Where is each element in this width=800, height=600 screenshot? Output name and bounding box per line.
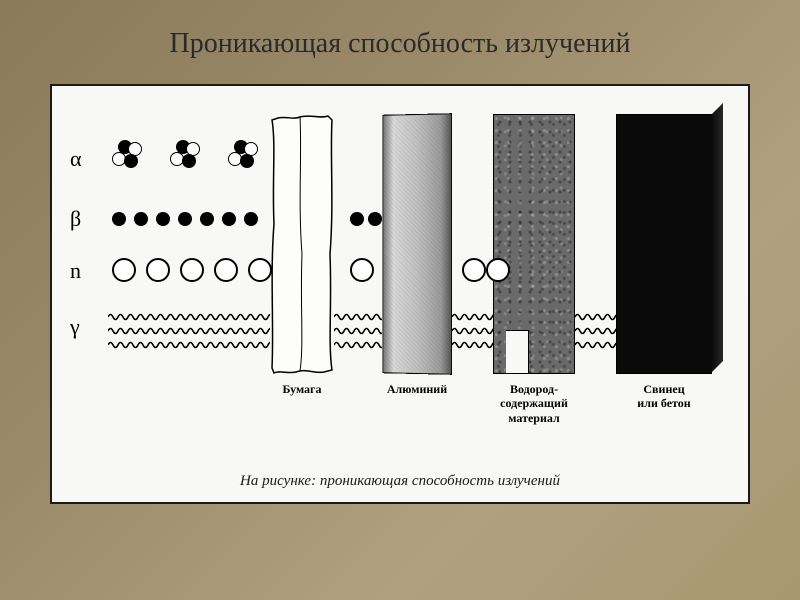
diagram-frame: α β n γ Бумага Алюминий Водород-содержащ… [50, 84, 750, 504]
beta-particle [222, 212, 236, 226]
beta-particle [178, 212, 192, 226]
beta-particle [156, 212, 170, 226]
gamma-wave [575, 338, 616, 352]
label-alpha: α [70, 146, 82, 172]
gamma-wave [575, 310, 616, 324]
gamma-wave [334, 310, 382, 324]
row-neutron: n [52, 246, 748, 296]
alpha-particle [170, 140, 208, 172]
gamma-wave [108, 310, 270, 324]
beta-particle [134, 212, 148, 226]
neutron-particle [146, 258, 170, 282]
beta-particle [368, 212, 382, 226]
neutron-particle [112, 258, 136, 282]
row-beta: β [52, 194, 748, 244]
label-gamma: γ [70, 314, 80, 340]
neutron-particle [214, 258, 238, 282]
beta-particle [350, 212, 364, 226]
label-neutron: n [70, 258, 81, 284]
label-hydrogen: Водород-содержащийматериал [482, 382, 586, 425]
alpha-particle [112, 140, 150, 172]
gamma-wave [452, 324, 493, 338]
neutron-particle [486, 258, 510, 282]
page-title: Проникающая способность излучений [0, 0, 800, 74]
figure-caption: На рисунке: проникающая способность излу… [52, 473, 748, 490]
diagram-canvas: α β n γ Бумага Алюминий Водород-содержащ… [52, 86, 748, 426]
gamma-wave [108, 324, 270, 338]
label-beta: β [70, 206, 81, 232]
label-paper: Бумага [272, 382, 332, 396]
label-lead: Свинецили бетон [612, 382, 716, 411]
label-aluminum: Алюминий [372, 382, 462, 396]
beta-particle [112, 212, 126, 226]
neutron-particle [180, 258, 204, 282]
neutron-particle [248, 258, 272, 282]
row-alpha: α [52, 134, 748, 184]
neutron-particle [350, 258, 374, 282]
gamma-wave [452, 310, 493, 324]
gamma-wave [108, 338, 270, 352]
gamma-wave [334, 324, 382, 338]
gamma-wave [334, 338, 382, 352]
alpha-particle [228, 140, 266, 172]
gamma-wave [575, 324, 616, 338]
beta-particle [200, 212, 214, 226]
neutron-particle [462, 258, 486, 282]
gamma-wave [452, 338, 493, 352]
beta-particle [244, 212, 258, 226]
row-gamma: γ [52, 302, 748, 358]
